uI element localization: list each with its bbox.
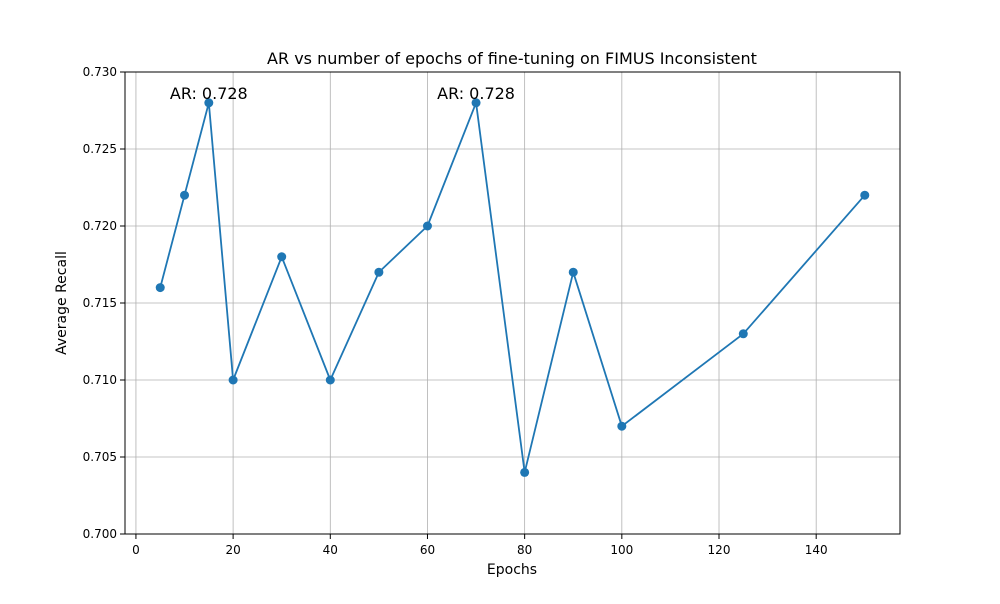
data-point — [180, 190, 190, 200]
x-tick-label: 80 — [517, 543, 532, 557]
ticks: 0 20 40 60 80 100 120 140 0.700 0.705 0.710 0.715 0.… — [83, 65, 828, 557]
y-tick-label: 0.725 — [83, 142, 117, 156]
x-tick-label: 120 — [708, 543, 731, 557]
x-tick-label: 20 — [225, 543, 240, 557]
chart-title: AR vs number of epochs of fine-tuning on… — [267, 49, 757, 68]
x-tick-label: 40 — [323, 543, 338, 557]
data-point — [277, 252, 287, 262]
annotation-label: AR: 0.728 — [170, 84, 248, 103]
series — [155, 98, 870, 477]
data-point — [325, 375, 335, 385]
data-point — [738, 329, 748, 339]
y-tick-label: 0.720 — [83, 219, 117, 233]
series-line — [159, 101, 866, 474]
y-tick-label: 0.730 — [83, 65, 117, 79]
x-tick-label: 0 — [132, 543, 140, 557]
data-point — [568, 267, 578, 277]
x-tick-label: 140 — [805, 543, 828, 557]
data-point — [860, 190, 870, 200]
data-point — [422, 221, 432, 231]
y-tick-label: 0.715 — [83, 296, 117, 310]
data-point — [471, 98, 481, 108]
data-point — [228, 375, 238, 385]
data-point — [204, 98, 214, 108]
y-axis-label: Average Recall — [54, 251, 70, 355]
x-tick-label: 60 — [420, 543, 435, 557]
y-tick-label: 0.710 — [83, 373, 117, 387]
data-point — [374, 267, 384, 277]
data-point — [155, 283, 165, 293]
x-axis-label: Epochs — [487, 562, 537, 578]
data-point — [617, 421, 627, 431]
y-tick-label: 0.705 — [83, 450, 117, 464]
annotations: AR: 0.728 AR: 0.728 — [170, 84, 515, 103]
annotation-label: AR: 0.728 — [437, 84, 515, 103]
x-tick-label: 100 — [610, 543, 633, 557]
y-tick-label: 0.700 — [83, 527, 117, 541]
data-point — [520, 467, 530, 477]
